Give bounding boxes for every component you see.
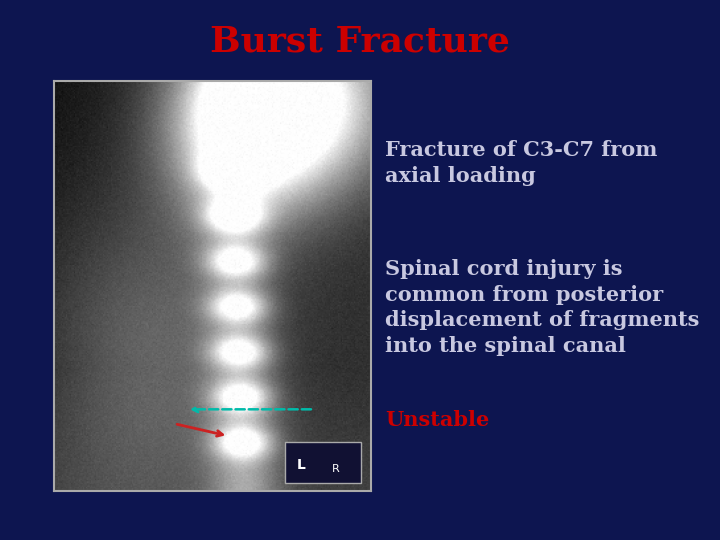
Text: Burst Fracture: Burst Fracture xyxy=(210,24,510,58)
Bar xyxy=(285,442,361,483)
Text: L: L xyxy=(297,458,305,472)
Text: Spinal cord injury is
common from posterior
displacement of fragments
into the s: Spinal cord injury is common from poster… xyxy=(385,259,700,356)
Text: Fracture of C3-C7 from
axial loading: Fracture of C3-C7 from axial loading xyxy=(385,140,657,186)
Text: Unstable: Unstable xyxy=(385,410,490,430)
Text: R: R xyxy=(332,464,340,474)
